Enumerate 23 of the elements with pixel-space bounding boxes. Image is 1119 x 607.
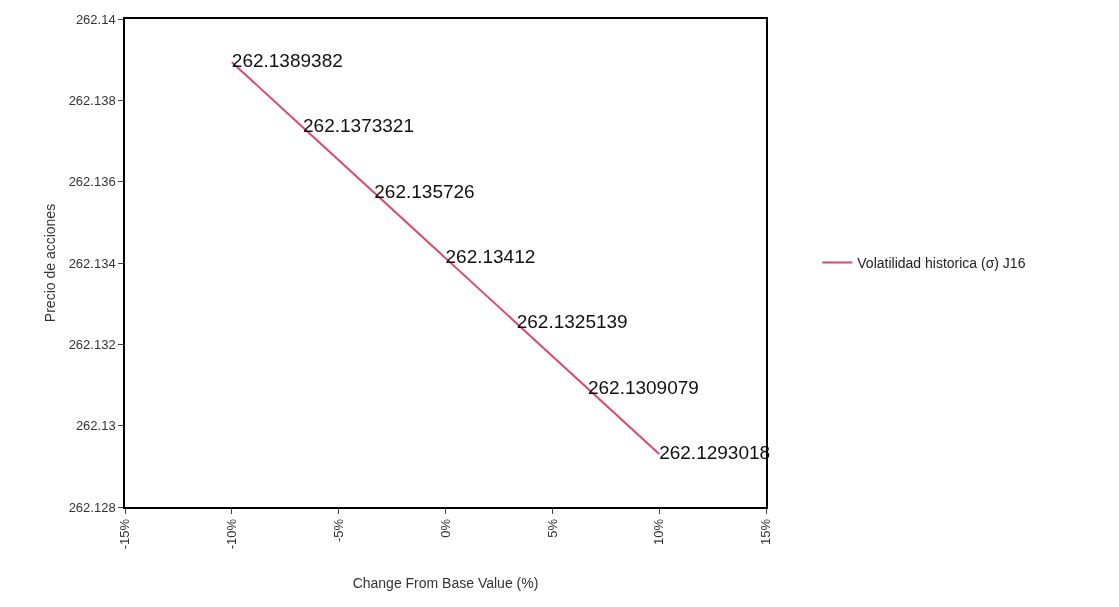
y-tick-label: 262.128	[68, 499, 116, 515]
x-tick-label: 15%	[758, 518, 774, 545]
x-tick-label: 0%	[437, 518, 453, 538]
y-tick-label: 262.132	[68, 336, 116, 352]
x-tick-label: 10%	[651, 518, 667, 545]
y-tick-label: 262.136	[68, 174, 116, 190]
data-label: 262.1325139	[516, 311, 628, 333]
y-tick-label: 262.14	[75, 11, 116, 27]
y-tick-label: 262.134	[68, 255, 116, 271]
x-tick-label: -10%	[224, 518, 240, 550]
data-label: 262.13412	[445, 245, 536, 267]
data-label: 262.135726	[374, 180, 475, 202]
x-tick-label: 5%	[544, 518, 560, 538]
data-label: 262.1309079	[587, 376, 699, 398]
y-tick-label: 262.138	[68, 92, 116, 108]
data-label: 262.1373321	[303, 115, 414, 137]
x-tick-label: -15%	[117, 518, 133, 550]
x-axis-title: Change From Base Value (%)	[352, 575, 539, 592]
legend-label: Volatilidad historica (σ) J16	[857, 255, 1026, 272]
data-label: 262.1389382	[231, 49, 343, 71]
y-tick-label: 262.13	[75, 418, 116, 434]
y-axis-title: Precio de acciones	[41, 203, 58, 323]
x-tick-label: -5%	[330, 518, 346, 543]
